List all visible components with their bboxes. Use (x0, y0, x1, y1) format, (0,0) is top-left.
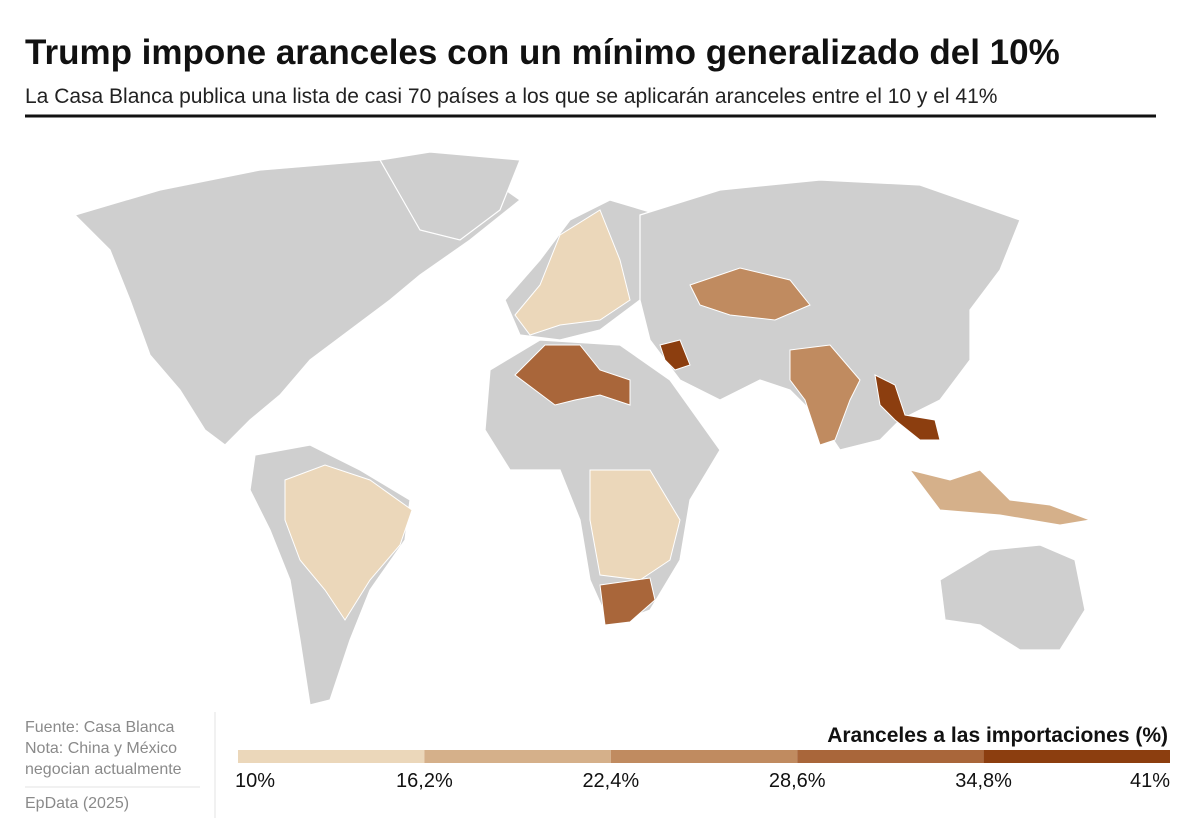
title: Trump impone aranceles con un mínimo gen… (25, 33, 1060, 72)
legend-tick-label: 10% (235, 770, 275, 792)
south-africa (599, 577, 656, 626)
legend-tick-label: 34,8% (955, 770, 1012, 792)
europe-tariffed (514, 209, 631, 336)
legend: 10% 16,2% 22,4% 28,6% 34,8% 41% (235, 750, 1170, 792)
brazil (284, 464, 413, 621)
legend-title: Aranceles a las importaciones (%) (827, 724, 1168, 747)
legend-tick-label: 16,2% (396, 770, 453, 792)
subtitle: La Casa Blanca publica una lista de casi… (25, 85, 997, 108)
note: Nota: China y México (25, 740, 177, 757)
legend-tick-label: 22,4% (582, 770, 639, 792)
iraq-syria (659, 339, 691, 371)
myanmar-laos (874, 374, 941, 441)
legend-segment (424, 750, 611, 763)
legend-segment (797, 750, 984, 763)
greenland (379, 151, 521, 241)
source: Fuente: Casa Blanca (25, 719, 175, 736)
australia (939, 544, 1086, 651)
central-africa (589, 469, 681, 581)
asia (639, 179, 1021, 451)
legend-tick-label: 41% (1130, 770, 1170, 792)
southeast-asia-islands (908, 469, 1092, 526)
legend-segment (610, 750, 798, 763)
legend-segment (983, 750, 1170, 763)
kazakhstan (689, 267, 811, 321)
north-africa-high (514, 344, 631, 406)
world-map (73, 151, 1092, 706)
legend-segment (238, 750, 425, 763)
india (789, 344, 861, 446)
credit: EpData (2025) (25, 795, 129, 812)
legend-tick-label: 28,6% (769, 770, 826, 792)
note: negocian actualmente (25, 761, 182, 778)
